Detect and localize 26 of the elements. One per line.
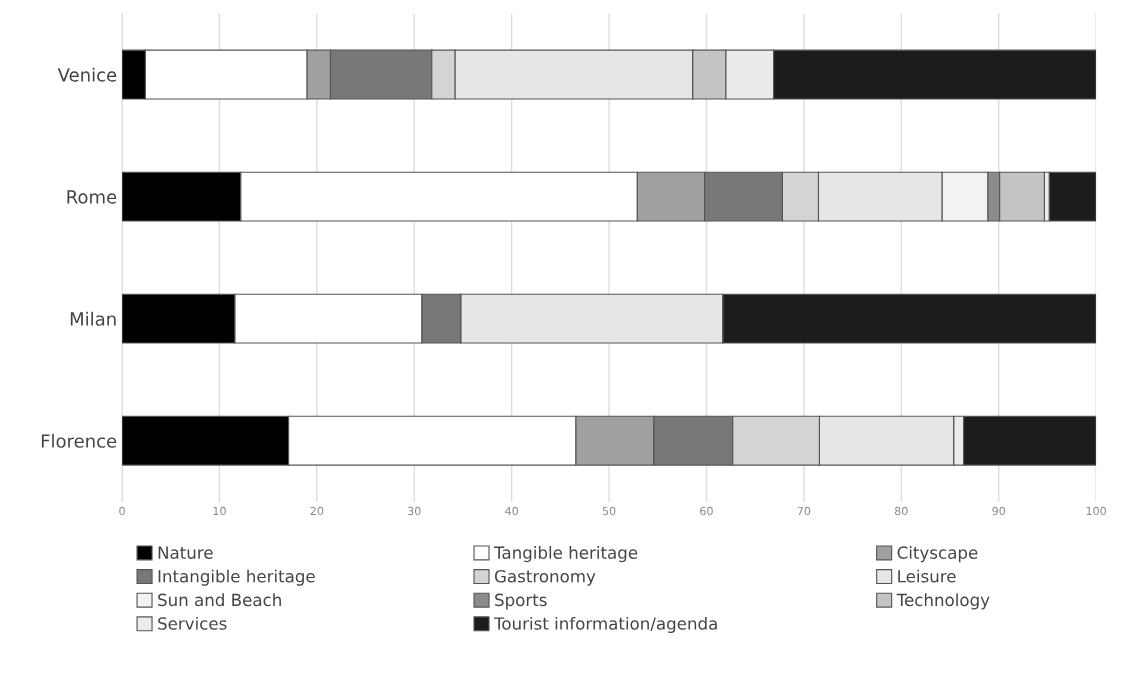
x-tick-label: 70 — [797, 506, 811, 516]
legend-label: Nature — [158, 546, 213, 559]
legend-label: Sports — [495, 593, 547, 610]
x-tick-label: 0 — [119, 506, 125, 516]
legend-label: Technology — [896, 593, 990, 610]
legend-label: Sun and Beach — [158, 593, 281, 607]
x-tick-label: 40 — [505, 506, 518, 516]
legend-label: Cityscape — [897, 546, 978, 563]
legend-label: Tangible heritage — [493, 546, 638, 563]
x-tick-label: 90 — [992, 506, 1006, 516]
x-tick-label: 10 — [213, 506, 226, 516]
legend-label: Services — [158, 616, 227, 630]
legend-label: Leisure — [898, 569, 956, 583]
y-tick-label: Venice — [57, 67, 117, 82]
x-tick-label: 50 — [602, 506, 616, 516]
x-tick-label: 60 — [700, 506, 713, 516]
legend-label: Tourist information/agenda — [493, 616, 717, 634]
y-tick-label: Milan — [70, 311, 116, 326]
x-tick-label: 80 — [894, 506, 908, 516]
legend-label: Gastronomy — [494, 569, 596, 586]
x-tick-label: 20 — [310, 506, 324, 516]
x-tick-label: 100 — [1086, 506, 1106, 516]
y-tick-label: Florence — [41, 433, 117, 448]
legend-label: Intangible heritage — [158, 569, 315, 586]
y-tick-label: Rome — [67, 190, 117, 204]
x-tick-label: 30 — [408, 506, 421, 516]
